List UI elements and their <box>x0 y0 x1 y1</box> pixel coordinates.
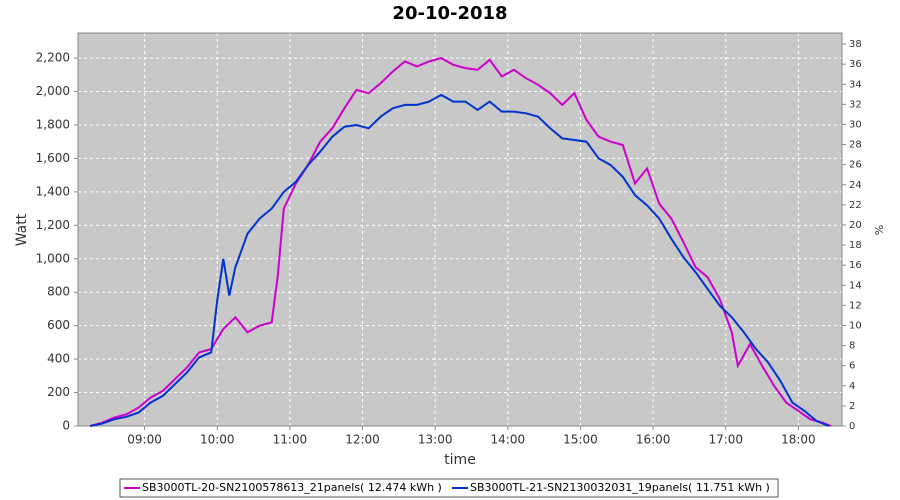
y-tick-label: 800 <box>47 285 70 299</box>
y2-tick-label: 18 <box>849 240 862 251</box>
y2-tick-label: 16 <box>849 260 862 271</box>
y2-tick-label: 8 <box>849 341 855 352</box>
line <box>89 57 832 427</box>
y2-tick-label: 26 <box>849 160 862 171</box>
x-tick-label: 15:00 <box>563 433 598 447</box>
y2-tick-label: 28 <box>849 140 862 151</box>
x-tick-label: 12:00 <box>345 433 380 447</box>
y2-tick-label: 30 <box>849 119 862 130</box>
y-tick-label: 0 <box>62 419 70 433</box>
y-tick-label: 400 <box>47 352 70 366</box>
x-axis-label: time <box>444 452 476 468</box>
x-tick-label: 16:00 <box>636 433 671 447</box>
y-tick-label: 600 <box>47 318 70 332</box>
y-tick-label: 1,400 <box>36 184 70 198</box>
y-tick-label: 2,200 <box>36 51 70 65</box>
x-tick-label: 14:00 <box>491 433 526 447</box>
y2-tick-label: 12 <box>849 300 862 311</box>
y2-tick-label: 0 <box>849 421 855 432</box>
y-tick-label: 200 <box>47 385 70 399</box>
y2-tick-label: 2 <box>849 401 855 412</box>
y2-tick-label: 4 <box>849 381 855 392</box>
y2-tick-label: 38 <box>849 39 862 50</box>
x-tick-label: 10:00 <box>200 433 235 447</box>
y2-tick-label: 36 <box>849 59 862 70</box>
legend-label: SB3000TL-20-SN2100578613_21panels( 12.47… <box>142 481 442 494</box>
x-tick-label: 17:00 <box>708 433 743 447</box>
x-tick-label: 11:00 <box>273 433 308 447</box>
plot-border <box>77 32 843 427</box>
y2-tick-label: 14 <box>849 280 862 291</box>
y2-tick-label: 10 <box>849 320 862 331</box>
y2-axis-label: % <box>873 225 886 235</box>
y2-tick-label: 32 <box>849 99 862 110</box>
x-tick-label: 18:00 <box>781 433 816 447</box>
x-tick-label: 13:00 <box>418 433 453 447</box>
y2-tick-label: 24 <box>849 180 862 191</box>
y-tick-label: 1,600 <box>36 151 70 165</box>
x-tick-label: 09:00 <box>127 433 162 447</box>
y2-tick-label: 34 <box>849 79 862 90</box>
chart-title: 20-10-2018 <box>392 3 507 24</box>
y-axis-label: Watt <box>14 213 30 246</box>
y-tick-label: 1,000 <box>36 251 70 265</box>
y-tick-label: 1,200 <box>36 218 70 232</box>
y2-tick-label: 6 <box>849 361 855 372</box>
line <box>89 93 830 427</box>
y-tick-label: 2,000 <box>36 84 70 98</box>
y2-tick-label: 20 <box>849 220 862 231</box>
plot-area <box>78 33 842 426</box>
legend <box>119 478 779 498</box>
legend-label: SB3000TL-21-SN2130032031_19panels( 11.75… <box>470 481 770 494</box>
y2-tick-label: 22 <box>849 200 862 211</box>
y-tick-label: 1,800 <box>36 117 70 131</box>
